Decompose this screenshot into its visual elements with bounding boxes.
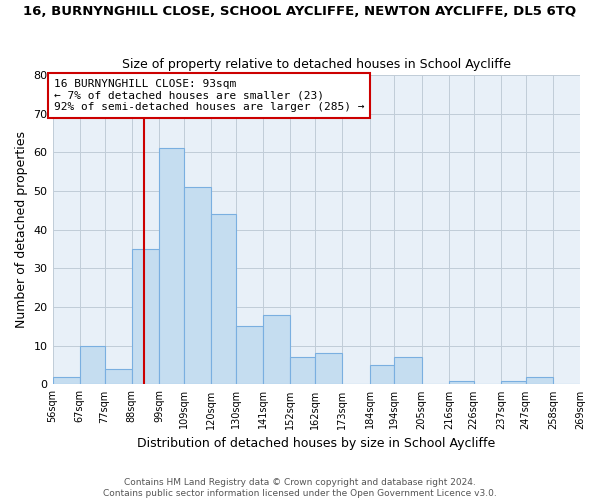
Bar <box>184 187 211 384</box>
Bar <box>263 315 290 384</box>
Bar <box>501 380 526 384</box>
Text: Contains HM Land Registry data © Crown copyright and database right 2024.
Contai: Contains HM Land Registry data © Crown c… <box>103 478 497 498</box>
X-axis label: Distribution of detached houses by size in School Aycliffe: Distribution of detached houses by size … <box>137 437 496 450</box>
Bar <box>132 249 159 384</box>
Bar <box>236 326 263 384</box>
Title: Size of property relative to detached houses in School Aycliffe: Size of property relative to detached ho… <box>122 58 511 71</box>
Text: 16, BURNYNGHILL CLOSE, SCHOOL AYCLIFFE, NEWTON AYCLIFFE, DL5 6TQ: 16, BURNYNGHILL CLOSE, SCHOOL AYCLIFFE, … <box>23 5 577 18</box>
Bar <box>80 346 104 385</box>
Bar <box>394 358 422 384</box>
Bar <box>211 214 236 384</box>
Y-axis label: Number of detached properties: Number of detached properties <box>15 131 28 328</box>
Bar <box>315 354 342 384</box>
Bar <box>370 365 394 384</box>
Bar <box>53 376 80 384</box>
Bar <box>526 376 553 384</box>
Bar <box>159 148 184 384</box>
Bar <box>449 380 473 384</box>
Bar <box>104 369 132 384</box>
Text: 16 BURNYNGHILL CLOSE: 93sqm
← 7% of detached houses are smaller (23)
92% of semi: 16 BURNYNGHILL CLOSE: 93sqm ← 7% of deta… <box>54 79 364 112</box>
Bar <box>290 358 315 384</box>
